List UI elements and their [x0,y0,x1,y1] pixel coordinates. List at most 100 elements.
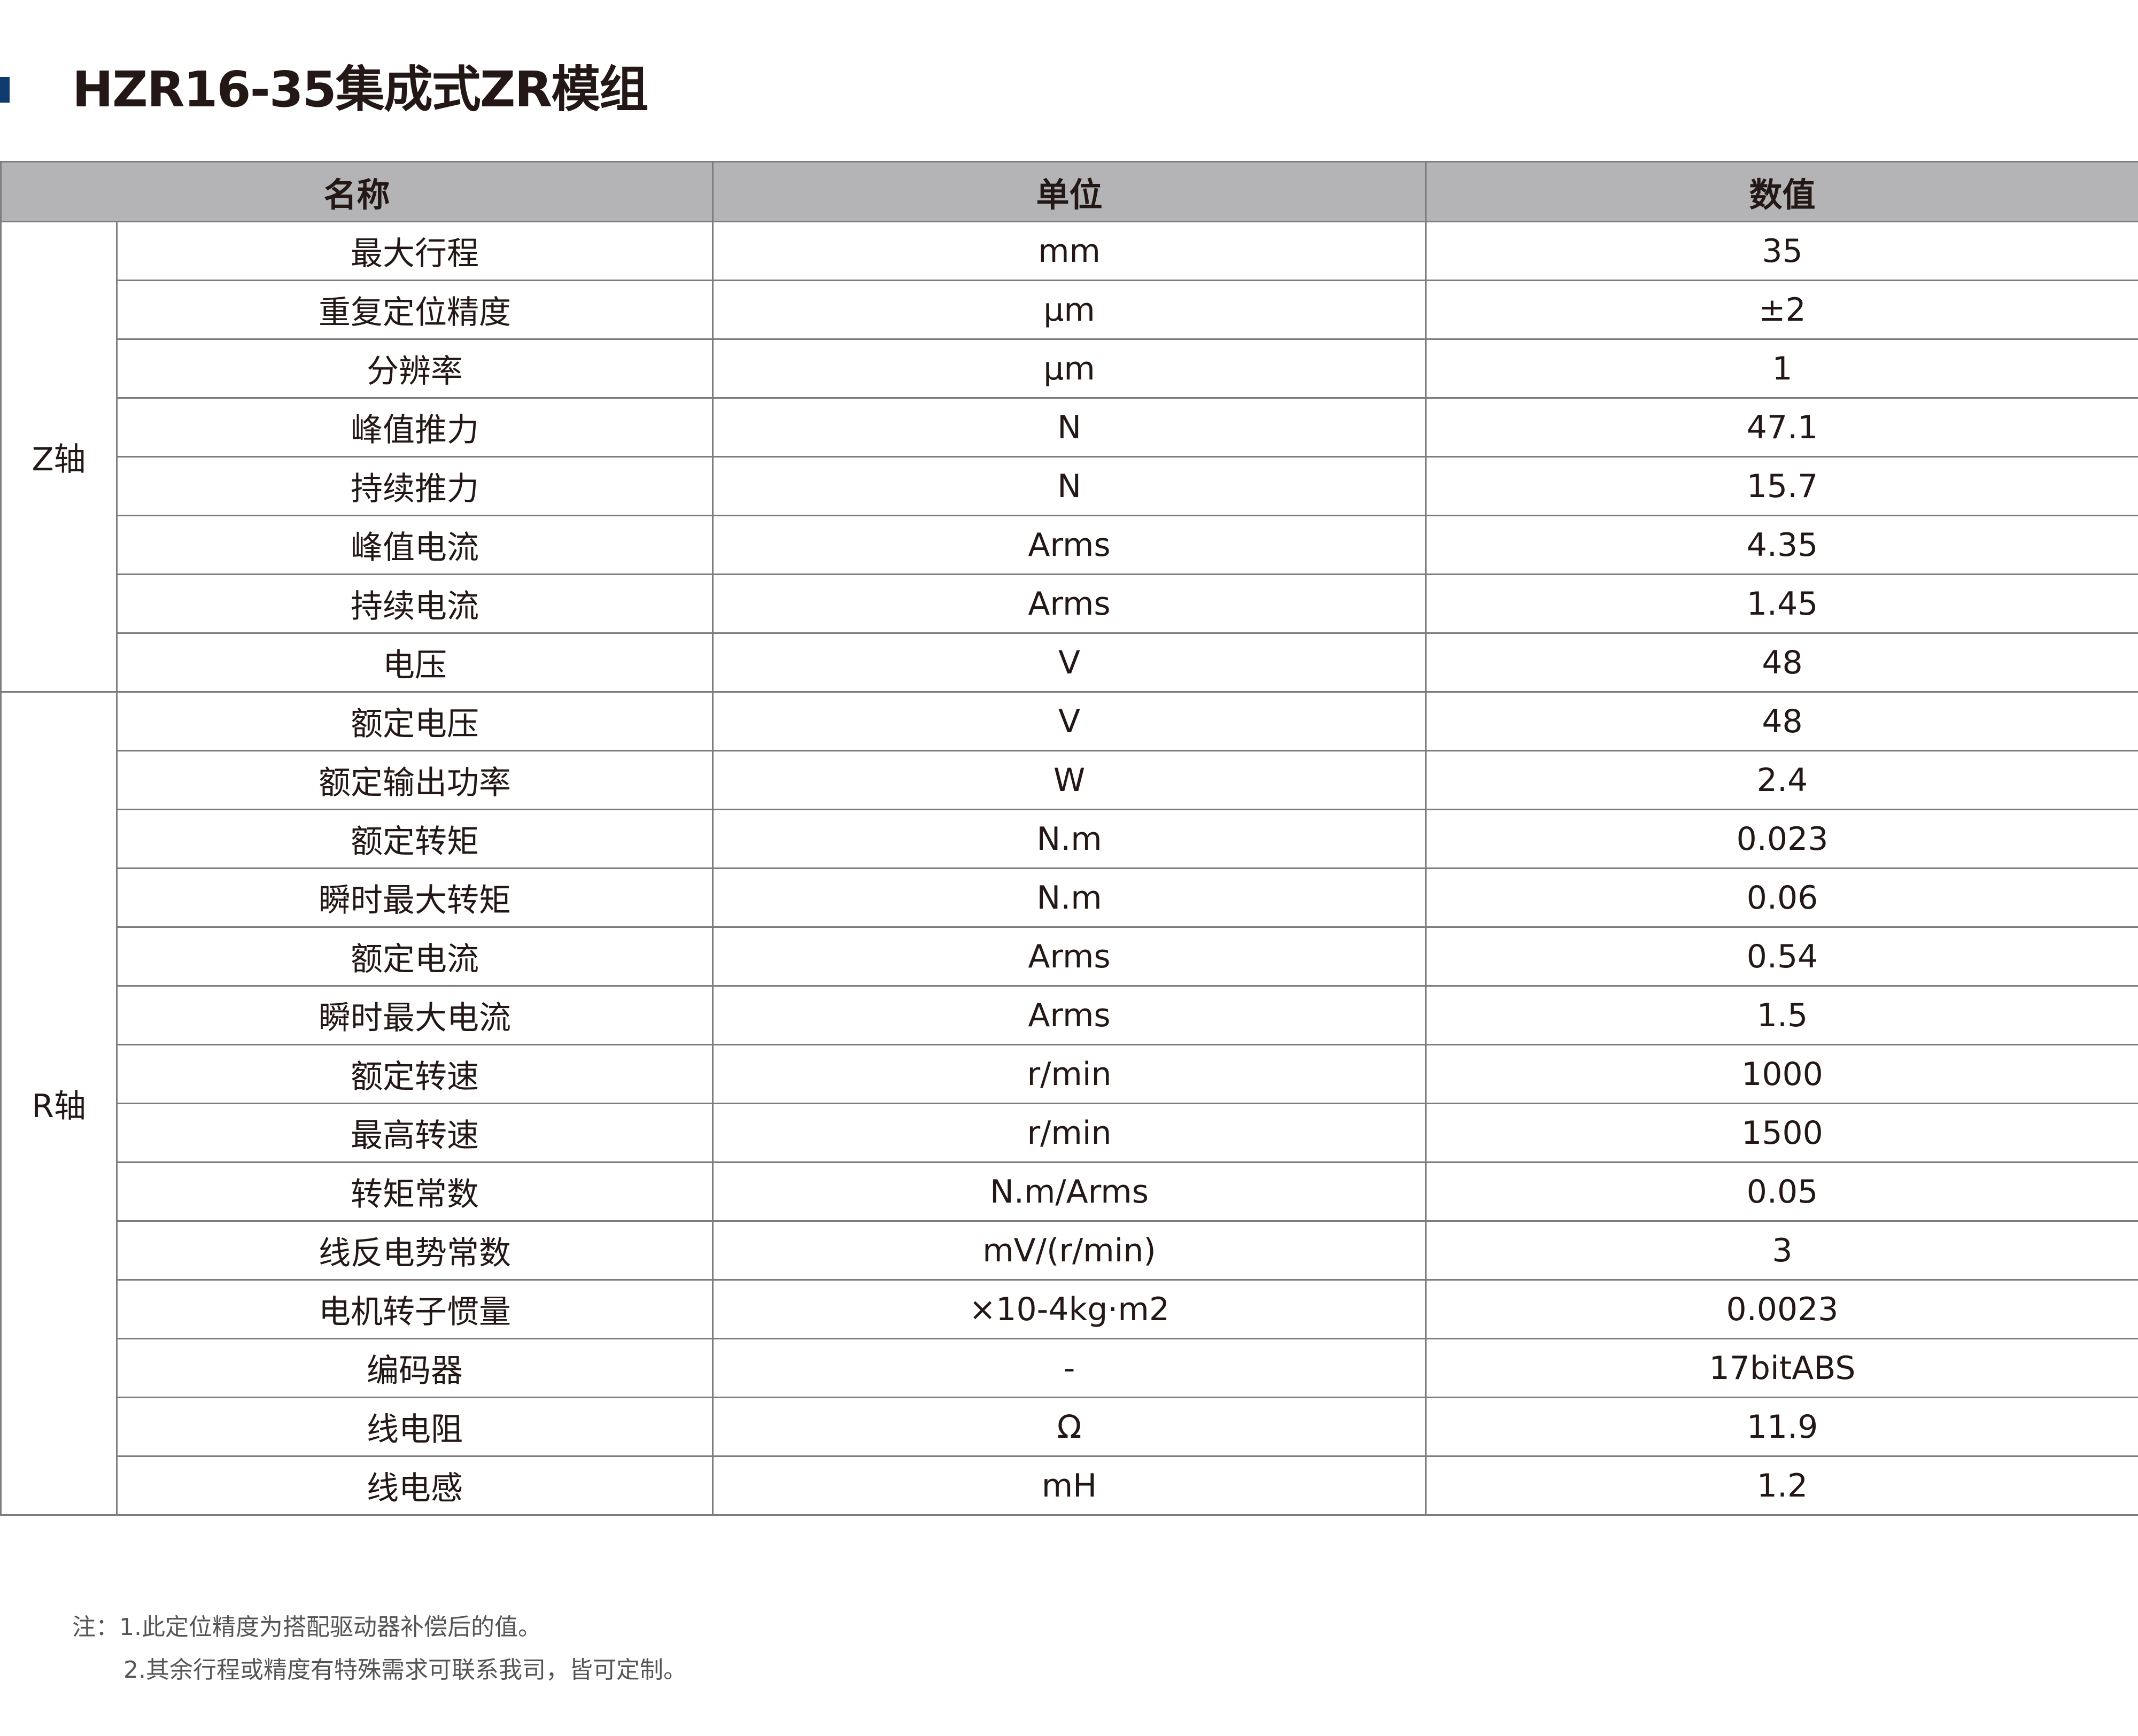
group-label: Z轴 [0,221,118,693]
table-row: 分辨率 μm 1 [1,338,2138,399]
table-row: 峰值电流 Arms 4.35 [1,515,2138,575]
table-row: 电机转子惯量 ×10-4kg·m2 0.0023 [1,1279,2138,1339]
cell-value: 0.05 [1425,1161,2138,1222]
cell-value: 11.9 [1425,1397,2138,1457]
cell-value: 1.2 [1425,1455,2138,1516]
cell-unit: W [712,750,1427,810]
table-row: 编码器 -17bitABS [1,1338,2138,1398]
table-row: 重复定位精度 μm ±2 [1,280,2138,340]
cell-value: 35 [1425,221,2138,281]
cell-name: 峰值电流 [115,515,714,575]
cell-unit: Ω [712,1397,1427,1457]
table-row: 最高转速 r/min 1500 [1,1103,2138,1163]
cell-unit: N [712,456,1427,516]
cell-name: 瞬时最大转矩 [115,867,714,928]
cell-name: 最高转速 [115,1103,714,1163]
cell-value: 48 [1425,691,2138,751]
cell-unit: Arms [712,985,1427,1045]
cell-name: 额定电压 [115,691,714,751]
table-row: 线反电势常数 mV/(r/min) 3 [1,1220,2138,1281]
cell-value: 1.5 [1425,985,2138,1045]
cell-value: ±2 [1425,280,2138,340]
table-row: 额定转矩 N.m 0.023 [1,809,2138,869]
cell-value: 0.023 [1425,809,2138,869]
cell-name: 持续电流 [115,574,714,634]
cell-unit: Arms [712,926,1427,987]
spec-table: 名称 单位 数值 Z轴 最大行程 mm 35 重复定位精度 μm ±2 分辨率 μm 1 峰值推力 N… [0,161,2138,1516]
cell-unit: ×10-4kg·m2 [712,1279,1427,1339]
group-label: R轴 [0,691,118,1516]
cell-unit: Arms [712,515,1427,575]
table-row: R轴 额定电压 V 48 [0,691,2138,1516]
cell-value: 17bitABS [1425,1338,2138,1398]
cell-unit: N.m [712,809,1427,869]
cell-name: 最大行程 [115,221,714,281]
cell-unit: mV/(r/min) [712,1220,1427,1281]
cell-name: 持续推力 [115,456,714,516]
cell-value: 15.7 [1425,456,2138,516]
table-row: 持续电流 Arms 1.45 [1,574,2138,634]
notes: 注：1.此定位精度为搭配驱动器补偿后的值。 2.其余行程或精度有特殊需求可联系我… [72,1606,687,1692]
cell-name: 分辨率 [115,338,714,399]
cell-unit: μm [712,338,1427,399]
cell-value: 1.45 [1425,574,2138,634]
cell-value: 0.0023 [1425,1279,2138,1339]
table-row: 峰值推力 N 47.1 [1,397,2138,458]
cell-unit: N [712,397,1427,458]
table-row: 线电感 mH 1.2 [1,1455,2138,1516]
cell-name: 额定输出功率 [115,750,714,810]
cell-unit: mH [712,1455,1427,1516]
cell-unit: N.m/Arms [712,1161,1427,1222]
cell-unit: μm [712,280,1427,340]
cell-unit: mm [712,221,1427,281]
table-row: 电压 V 48 [1,632,2138,693]
cell-unit: r/min [712,1044,1427,1104]
table-row: 额定电流 Arms 0.54 [1,926,2138,987]
cell-name: 线反电势常数 [115,1220,714,1281]
cell-value: 4.35 [1425,515,2138,575]
cell-name: 额定转速 [115,1044,714,1104]
cell-name: 额定电流 [115,926,714,987]
cell-unit: - [712,1338,1427,1398]
cell-value: 1500 [1425,1103,2138,1163]
cell-name: 线电感 [115,1455,714,1516]
cell-name: 电压 [115,632,714,693]
note-2: 2.其余行程或精度有特殊需求可联系我司，皆可定制。 [123,1656,687,1684]
header-unit: 单位 [712,161,1427,222]
title-marker [0,77,10,103]
cell-name: 额定转矩 [115,809,714,869]
cell-name: 编码器 [115,1338,714,1398]
cell-value: 0.06 [1425,867,2138,928]
cell-name: 转矩常数 [115,1161,714,1222]
table-row: 转矩常数 N.m/Arms 0.05 [1,1161,2138,1222]
cell-name: 线电阻 [115,1397,714,1457]
cell-unit: V [712,632,1427,693]
page-title: HZR16-35集成式ZR模组 [72,61,648,118]
note-1: 注：1.此定位精度为搭配驱动器补偿后的值。 [72,1614,541,1641]
table-header-row: 名称 单位 数值 [0,161,2138,222]
cell-name: 电机转子惯量 [115,1279,714,1339]
cell-value: 0.54 [1425,926,2138,987]
cell-value: 1 [1425,338,2138,399]
cell-value: 2.4 [1425,750,2138,810]
table-row: 瞬时最大电流 Arms 1.5 [1,985,2138,1045]
header-value: 数值 [1425,161,2138,222]
cell-value: 3 [1425,1220,2138,1281]
cell-unit: N.m [712,867,1427,928]
table-row: 线电阻 Ω 11.9 [1,1397,2138,1457]
table-row: 持续推力 N 15.7 [1,456,2138,516]
cell-name: 瞬时最大电流 [115,985,714,1045]
table-row: 额定输出功率 W 2.4 [1,750,2138,810]
cell-unit: r/min [712,1103,1427,1163]
table-row: Z轴 最大行程 mm 35 [0,221,2138,693]
cell-value: 48 [1425,632,2138,693]
table-row: 瞬时最大转矩 N.m 0.06 [1,867,2138,928]
cell-unit: V [712,691,1427,751]
cell-value: 1000 [1425,1044,2138,1104]
table-row: 额定转速 r/min 1000 [1,1044,2138,1104]
header-name: 名称 [0,161,714,222]
cell-name: 重复定位精度 [115,280,714,340]
cell-value: 47.1 [1425,397,2138,458]
cell-name: 峰值推力 [115,397,714,458]
cell-unit: Arms [712,574,1427,634]
